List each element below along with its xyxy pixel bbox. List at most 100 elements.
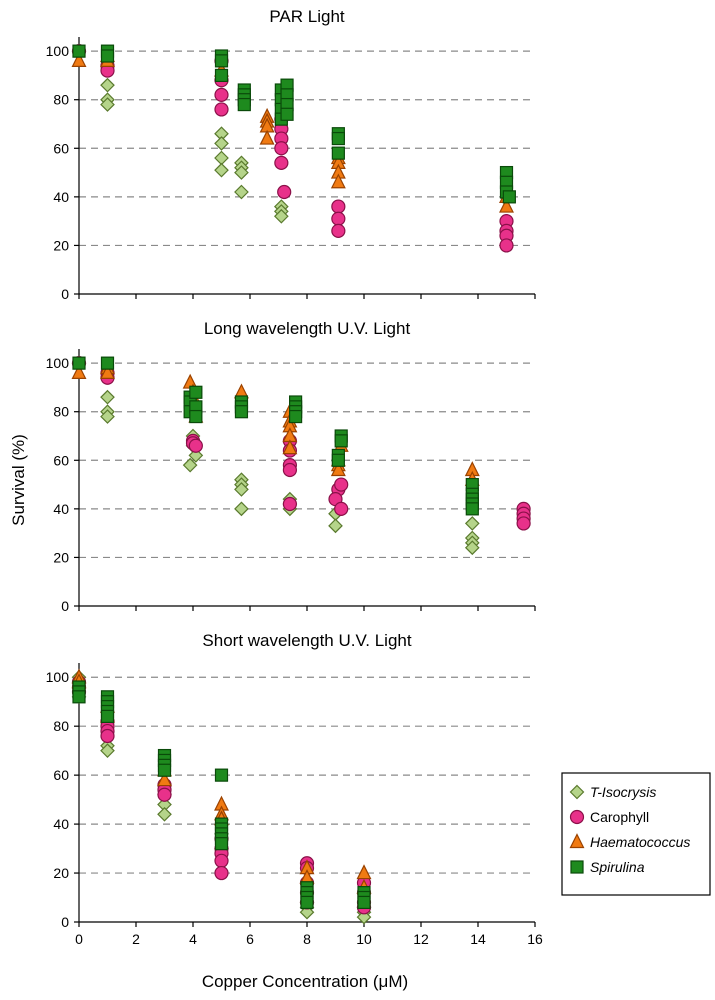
data-point-haematococcus [330,461,346,477]
y-tick-label: 0 [61,286,69,302]
y-tick-label: 20 [53,549,69,565]
data-point-carophyll [331,199,346,214]
x-tick-label: 8 [303,931,311,947]
x-tick-label: 16 [527,931,543,947]
data-point-spirulina [300,895,314,910]
data-point-t-isocrysis [214,150,229,166]
legend-marker-t-isocrysis [569,784,585,800]
y-axis-label: Survival (%) [9,434,28,526]
data-point-spirulina [237,97,251,112]
data-point-spirulina [100,356,115,370]
y-tick-label: 60 [53,767,69,783]
data-point-t-isocrysis [328,518,343,534]
series-spirulina [72,44,516,204]
data-point-carophyll [188,438,203,453]
series-haematococcus [71,359,480,486]
data-point-spirulina [280,107,294,121]
data-point-spirulina [72,356,86,370]
data-point-spirulina [189,409,203,424]
data-point-haematococcus [100,364,115,379]
data-point-carophyll [331,223,346,238]
y-tick-label: 40 [53,501,69,517]
data-point-t-isocrysis [234,501,249,517]
data-point-spirulina [465,502,479,516]
data-point-carophyll [334,477,349,492]
data-point-carophyll [214,853,229,868]
y-tick-label: 0 [61,598,69,614]
x-tick-label: 12 [413,931,429,947]
y-tick-label: 60 [53,140,69,156]
data-point-spirulina [189,385,203,399]
y-tick-label: 20 [53,865,69,881]
data-point-haematococcus [157,771,172,787]
y-tick-label: 80 [53,718,69,734]
data-point-spirulina [157,763,172,777]
panel-long-wavelength-u-v-light: Long wavelength U.V. Light 0 20 40 60 80 100 [46,319,536,614]
data-point-t-isocrysis [182,457,198,473]
data-point-t-isocrysis [188,448,204,463]
data-point-carophyll [499,238,514,253]
data-point-t-isocrysis [234,184,249,200]
x-tick-label: 6 [246,931,254,947]
data-point-t-isocrysis [100,409,115,424]
series-carophyll [71,44,514,253]
y-tick-label: 60 [53,452,69,468]
data-point-spirulina [331,146,345,160]
data-point-t-isocrysis [464,516,480,531]
data-point-t-isocrysis [100,389,115,405]
series-haematococcus [71,47,514,213]
y-tick-label: 80 [53,404,69,420]
y-tick-label: 100 [46,355,70,371]
legend-marker-spirulina [570,860,584,874]
x-tick-label: 14 [470,931,486,947]
series-carophyll [71,675,372,915]
data-point-spirulina [100,709,115,724]
series-carophyll [71,356,531,531]
data-point-haematococcus [71,364,87,379]
data-point-carophyll [282,462,297,478]
data-point-t-isocrysis [214,136,229,151]
panel-title: Short wavelength U.V. Light [202,631,411,650]
data-point-spirulina [357,895,371,910]
y-tick-label: 80 [53,92,69,108]
panel-title: Long wavelength U.V. Light [204,319,411,338]
panel-title: PAR Light [269,7,345,26]
data-point-carophyll [334,501,349,516]
panel-par-light: PAR Light 0 20 40 60 80 100 [46,7,536,302]
data-point-haematococcus [259,129,275,145]
data-point-spirulina [289,409,303,424]
x-tick-label: 2 [132,931,140,947]
data-point-spirulina [214,768,229,782]
data-point-t-isocrysis [100,77,115,93]
data-point-spirulina [331,131,345,146]
data-point-t-isocrysis [157,806,172,822]
panel-short-wavelength-u-v-light: Short wavelength U.V. Light 0 20 40 60 80 100 0… [46,631,543,947]
data-point-t-isocrysis [234,165,249,180]
data-point-spirulina [214,54,229,68]
legend: T-Isocrysis Carophyll Haematococcus Spir… [561,772,711,896]
y-tick-label: 40 [53,189,69,205]
series-spirulina [72,680,371,910]
data-point-spirulina [502,190,516,204]
data-point-spirulina [334,434,348,448]
data-point-haematococcus [356,864,372,880]
data-point-carophyll [274,155,289,170]
y-tick-label: 40 [53,816,69,832]
data-point-t-isocrysis [234,482,249,497]
legend-label-haematococcus: Haematococcus [590,834,690,850]
data-point-carophyll [277,184,292,200]
y-tick-label: 100 [46,43,70,59]
x-tick-label: 0 [75,931,83,947]
data-point-t-isocrysis [100,743,115,759]
y-tick-label: 0 [61,914,69,930]
x-tick-label: 4 [189,931,197,947]
data-point-haematococcus [282,439,298,455]
data-point-haematococcus [330,173,346,189]
x-tick-label: 10 [356,931,372,947]
y-tick-label: 100 [46,669,70,685]
data-point-spirulina [214,68,229,83]
data-point-spirulina [214,837,229,851]
data-point-carophyll [214,87,229,102]
